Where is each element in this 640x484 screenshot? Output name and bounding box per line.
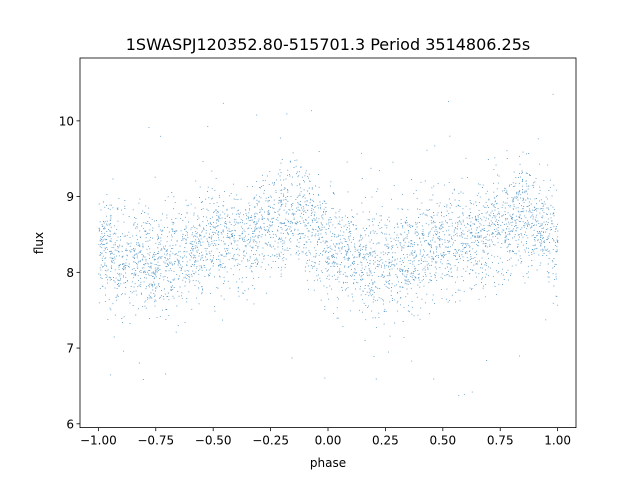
- x-tick-label: −1.00: [80, 434, 117, 448]
- y-tick-label: 6: [66, 417, 74, 431]
- x-tick-label: 0.25: [372, 434, 399, 448]
- chart-title: 1SWASPJ120352.80-515701.3 Period 3514806…: [126, 35, 531, 54]
- y-tick-label: 9: [66, 190, 74, 204]
- x-tick-label: −0.75: [137, 434, 174, 448]
- y-axis: 6 7 8 9 10: [59, 114, 80, 431]
- x-tick-label: −0.25: [252, 434, 289, 448]
- y-tick-label: 8: [66, 266, 74, 280]
- data-points: [98, 93, 559, 397]
- scatter-points: [98, 93, 559, 397]
- y-axis-label: flux: [32, 232, 46, 254]
- y-tick-label: 10: [59, 114, 74, 128]
- x-tick-label: 1.00: [544, 434, 571, 448]
- y-tick-label: 7: [66, 342, 74, 356]
- x-axis-label: phase: [310, 456, 346, 470]
- x-tick-label: 0.00: [315, 434, 342, 448]
- x-tick-label: 0.75: [487, 434, 514, 448]
- x-tick-label: −0.50: [195, 434, 232, 448]
- x-axis: −1.00 −0.75 −0.50 −0.25 0.00 0.25 0.50 0.75 1.00: [80, 427, 571, 448]
- x-tick-label: 0.50: [429, 434, 456, 448]
